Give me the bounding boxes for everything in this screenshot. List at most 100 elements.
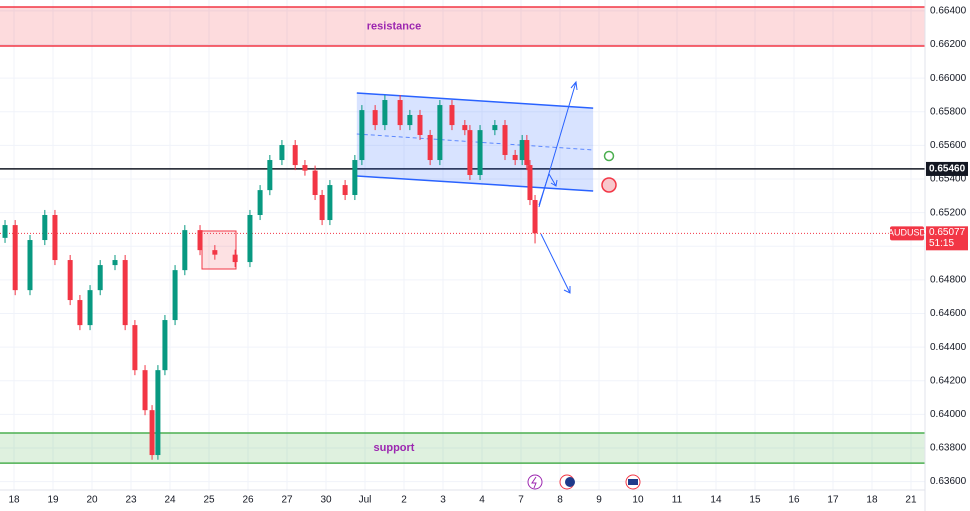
- event-icon[interactable]: [527, 474, 543, 490]
- x-tick-label: 21: [905, 495, 917, 506]
- candle-body: [279, 145, 285, 161]
- candle-body: [467, 130, 473, 175]
- candle-body: [112, 260, 118, 266]
- candle-body: [359, 110, 365, 161]
- candle-body: [247, 214, 253, 263]
- level-label: 0.65460: [929, 164, 966, 175]
- symbol-label: AUDUSD: [888, 228, 927, 238]
- x-tick-label: 3: [440, 495, 446, 506]
- candle-body: [417, 114, 423, 135]
- candle-body: [52, 214, 58, 261]
- candle-body: [12, 225, 18, 291]
- marker-circle-red: [601, 177, 617, 193]
- zone: [0, 7, 925, 47]
- y-tick-label: 0.66200: [930, 39, 967, 50]
- y-tick-label: 0.64400: [930, 342, 967, 353]
- event-icons[interactable]: [527, 474, 641, 490]
- symbol-badge: [890, 226, 924, 241]
- candle-body: [197, 230, 203, 251]
- x-tick-label: 20: [86, 495, 98, 506]
- candle-body: [524, 140, 530, 166]
- candle-body: [132, 325, 138, 371]
- candle-body: [352, 160, 358, 195]
- x-tick-label: 2: [401, 495, 407, 506]
- last-price-label: 0.65077: [929, 227, 966, 238]
- candle-body: [382, 100, 388, 126]
- candles: [2, 94, 538, 460]
- candle-body: [502, 125, 508, 155]
- candle-body: [342, 185, 348, 195]
- x-tick-label: 26: [242, 495, 254, 506]
- candle-body: [67, 260, 73, 301]
- countdown: 51:15: [929, 238, 954, 249]
- x-tick-label: 16: [788, 495, 800, 506]
- y-tick-label: 0.65400: [930, 174, 967, 185]
- zone: [0, 433, 925, 464]
- x-tick-label: 10: [632, 495, 644, 506]
- candle-body: [319, 194, 325, 221]
- candle-body: [292, 145, 298, 166]
- y-tick-label: 0.64000: [930, 409, 967, 420]
- x-tick-label: 30: [320, 495, 332, 506]
- event-icon-glyph: [565, 477, 575, 487]
- candle-body: [27, 240, 33, 291]
- x-tick-label: 18: [8, 495, 20, 506]
- x-tick-label: 7: [518, 495, 524, 506]
- level-badge: [926, 161, 968, 176]
- y-tick-label: 0.66400: [930, 6, 967, 17]
- candle-body: [267, 160, 273, 191]
- y-tick-label: 0.64800: [930, 275, 967, 286]
- price-badge: [926, 226, 968, 251]
- zone-label: support: [374, 442, 415, 454]
- x-tick-label: 8: [557, 495, 563, 506]
- channel-mid: [356, 133, 594, 151]
- candle-body: [257, 190, 263, 215]
- channel: [356, 92, 594, 192]
- candle-body: [182, 230, 188, 271]
- y-tick-label: 0.63800: [930, 443, 967, 454]
- candle-body: [527, 165, 533, 201]
- candle-body: [372, 110, 378, 126]
- x-tick-label: 18: [866, 495, 878, 506]
- axes: 0.66400 0.66200 0.66000 0.65800 0.65600 0.654…: [8, 6, 966, 506]
- x-tick-label: Jul: [359, 495, 372, 506]
- candle-body: [155, 370, 161, 456]
- candle-body: [2, 225, 8, 238]
- x-tick-label: 24: [164, 495, 176, 506]
- channel-lower: [356, 175, 594, 192]
- channel-upper: [356, 92, 594, 109]
- candle-body: [449, 105, 455, 126]
- x-tick-label: 9: [596, 495, 602, 506]
- x-tick-label: 23: [125, 495, 137, 506]
- candle-body: [87, 290, 93, 326]
- y-tick-label: 0.65800: [930, 106, 967, 117]
- candle-body: [397, 100, 403, 126]
- candle-body: [42, 214, 48, 241]
- candle-body: [327, 185, 333, 221]
- candle-body: [232, 254, 238, 263]
- candle-body: [462, 125, 468, 131]
- zones: resistance support: [0, 6, 925, 464]
- candle-body: [149, 410, 155, 456]
- x-tick-label: 19: [47, 495, 59, 506]
- x-tick-label: 27: [281, 495, 293, 506]
- candle-body: [512, 154, 518, 161]
- event-icon-glyph: [531, 476, 537, 489]
- candle-body: [77, 300, 83, 326]
- candle-body: [437, 105, 443, 161]
- zone-label: resistance: [367, 20, 421, 32]
- y-tick-label: 0.64600: [930, 308, 967, 319]
- candle-body: [407, 114, 413, 126]
- candle-body: [172, 270, 178, 321]
- candle-body: [312, 170, 318, 195]
- candle-body: [477, 130, 483, 175]
- event-icon-glyph: [628, 479, 638, 485]
- x-tick-label: 11: [672, 495, 683, 506]
- y-tick-label: 0.66000: [930, 73, 967, 84]
- candle-body: [302, 165, 308, 171]
- candle-body: [492, 125, 498, 131]
- candle-body: [212, 250, 218, 255]
- projection-arrows: [538, 80, 578, 294]
